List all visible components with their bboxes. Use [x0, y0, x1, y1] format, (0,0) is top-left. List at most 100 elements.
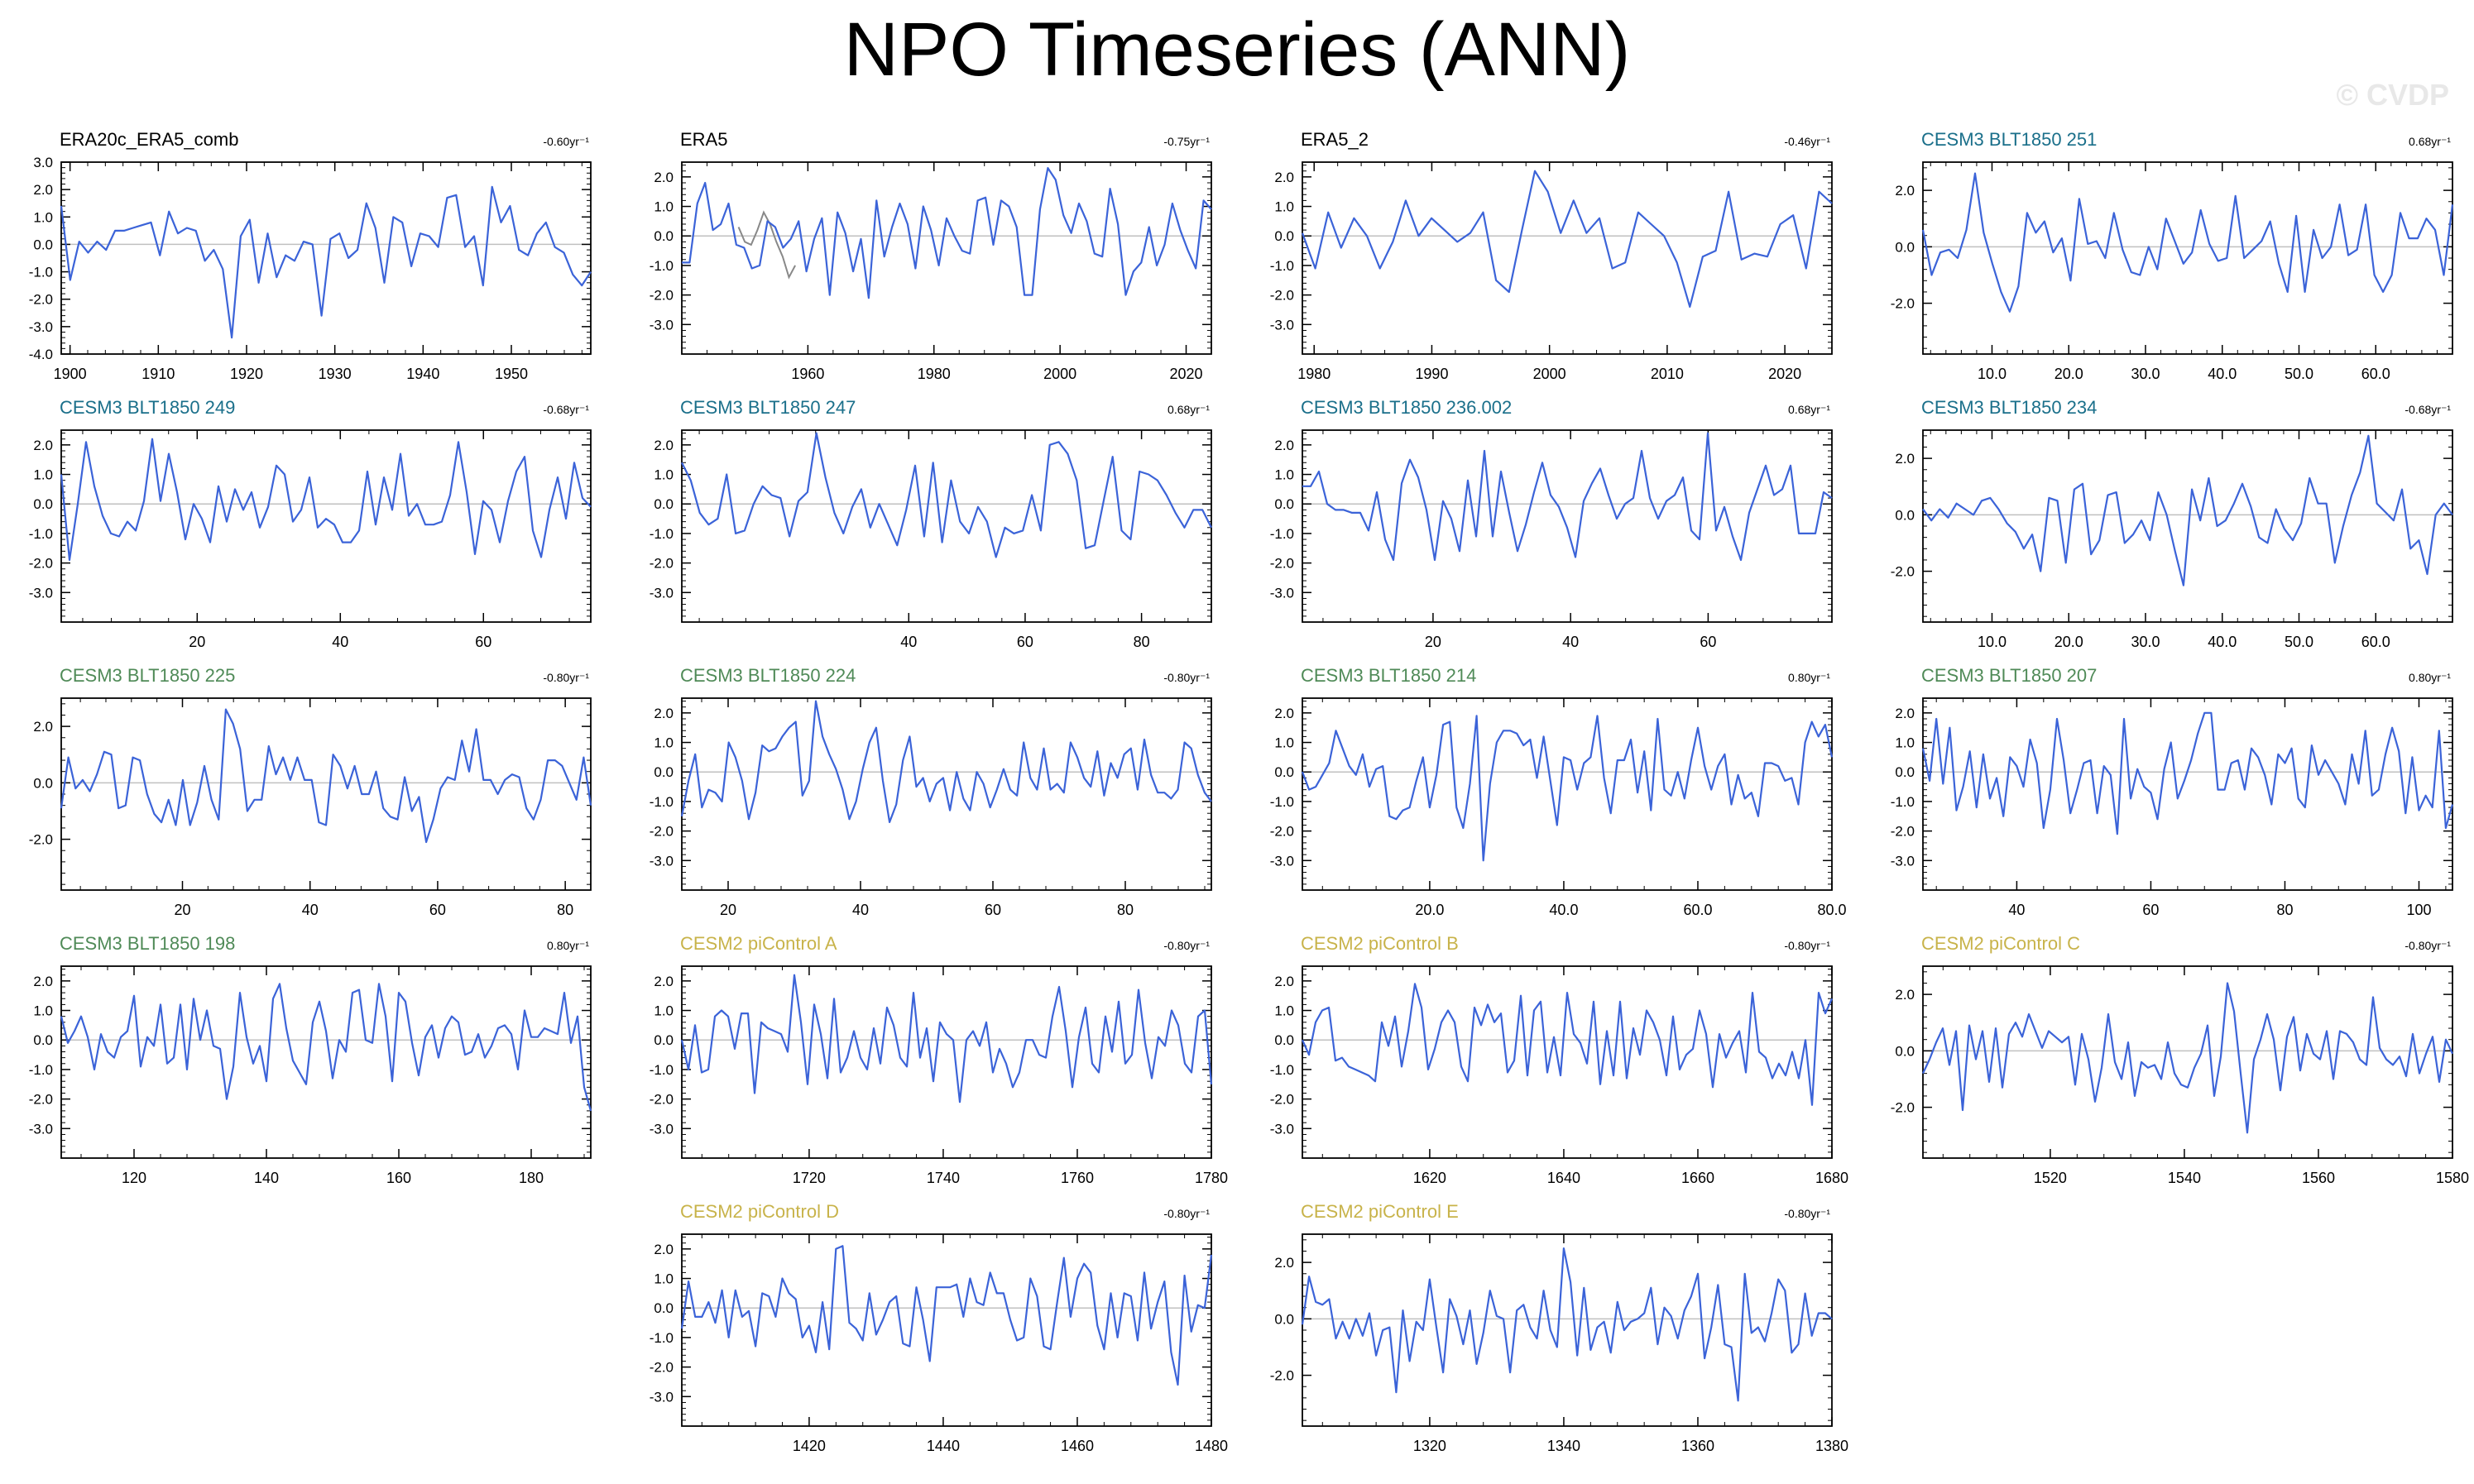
x-tick-label: 80	[2276, 902, 2293, 918]
panel-label: CESM3 BLT1850 225	[60, 665, 235, 686]
x-tick-label: 60.0	[2361, 366, 2390, 382]
x-tick-label: 140	[254, 1170, 279, 1186]
plot-frame	[1922, 429, 2453, 623]
y-tick-label: 1.0	[654, 199, 674, 215]
y-tick-label: -4.0	[29, 347, 53, 362]
series-line	[1301, 170, 1833, 308]
y-tick-label: 2.0	[33, 974, 53, 989]
trend-label: 0.68yr⁻¹	[2409, 135, 2451, 148]
y-tick-label: 2.0	[1895, 183, 1915, 199]
x-tick-label: 1760	[1061, 1170, 1094, 1186]
panel: ERA5 -0.75yr⁻¹ 2.0 1.0 0.0 -1.0 -2.0 -3.0 1960 19…	[650, 129, 1212, 382]
x-tick-label: 1580	[2436, 1170, 2469, 1186]
plot-frame	[681, 697, 1212, 891]
y-tick-label: 2.0	[654, 438, 674, 453]
x-tick-label: 40	[332, 634, 348, 650]
plot-frame	[1922, 697, 2453, 891]
x-tick-label: 1380	[1815, 1438, 1848, 1454]
x-tick-label: 180	[519, 1170, 544, 1186]
plot-frame	[1302, 429, 1833, 623]
y-tick-label: 3.0	[33, 155, 53, 170]
x-tick-label: 40.0	[2208, 366, 2237, 382]
panel: CESM3 BLT1850 207 0.80yr⁻¹ 2.0 1.0 0.0 -1.0 -2…	[1891, 665, 2454, 918]
plot-frame	[1302, 697, 1833, 891]
trend-label: 0.80yr⁻¹	[547, 939, 589, 952]
panel: CESM3 BLT1850 251 0.68yr⁻¹ 2.0 0.0 -2.0 10.0 2…	[1891, 129, 2454, 382]
panel: CESM3 BLT1850 234 -0.68yr⁻¹ 2.0 0.0 -2.0 10.0…	[1891, 397, 2453, 650]
y-tick-label: 2.0	[1895, 987, 1915, 1003]
plot-frame	[1302, 965, 1833, 1159]
x-tick-label: 40.0	[2208, 634, 2237, 650]
x-tick-label: 1980	[1297, 366, 1330, 382]
panel-label: CESM2 piControl E	[1301, 1201, 1459, 1222]
x-tick-label: 1420	[793, 1438, 826, 1454]
y-tick-label: -2.0	[1891, 824, 1915, 840]
x-tick-label: 1440	[927, 1438, 960, 1454]
x-tick-label: 60.0	[1683, 902, 1712, 918]
x-tick-label: 100	[2406, 902, 2431, 918]
x-tick-label: 80	[557, 902, 573, 918]
panel: ERA5_2 -0.46yr⁻¹ 2.0 1.0 0.0 -1.0 -2.0 -3.0 1980…	[1270, 129, 1833, 382]
y-tick-label: 0.0	[1895, 764, 1915, 780]
y-tick-label: 0.0	[1895, 239, 1915, 255]
series-line	[60, 185, 592, 339]
y-tick-label: -2.0	[1891, 1100, 1915, 1116]
y-tick-label: 0.0	[654, 496, 674, 512]
y-tick-label: 1.0	[654, 1271, 674, 1287]
x-tick-label: 1520	[2034, 1170, 2067, 1186]
y-tick-label: -2.0	[29, 292, 53, 308]
y-tick-label: -1.0	[650, 794, 674, 810]
panel-label: CESM2 piControl C	[1921, 933, 2080, 954]
y-tick-label: 2.0	[33, 719, 53, 735]
y-tick-label: 0.0	[33, 496, 53, 512]
y-tick-label: 2.0	[1895, 451, 1915, 467]
y-tick-label: 1.0	[654, 735, 674, 751]
y-tick-label: -1.0	[1270, 794, 1294, 810]
y-tick-label: 0.0	[1274, 228, 1294, 244]
plot-frame	[60, 965, 592, 1159]
x-tick-label: 2020	[1768, 366, 1801, 382]
panel-label: CESM2 piControl B	[1301, 933, 1459, 954]
y-tick-label: -2.0	[1891, 296, 1915, 312]
y-tick-label: -1.0	[1270, 526, 1294, 542]
y-tick-label: 2.0	[33, 182, 53, 198]
panel-label: CESM2 piControl D	[680, 1201, 839, 1222]
series-line	[680, 700, 1212, 824]
x-tick-label: 50.0	[2285, 634, 2313, 650]
x-tick-label: 1340	[1547, 1438, 1580, 1454]
panel-label: ERA20c_ERA5_comb	[60, 129, 238, 150]
trend-label: -0.80yr⁻¹	[543, 671, 589, 684]
x-tick-label: 1960	[791, 366, 824, 382]
panel-label: CESM3 BLT1850 247	[680, 397, 856, 418]
y-tick-label: 2.0	[1274, 1255, 1294, 1271]
x-tick-label: 60	[2142, 902, 2159, 918]
panel-label: ERA5_2	[1301, 129, 1369, 150]
y-tick-label: 1.0	[1274, 467, 1294, 483]
y-tick-label: 2.0	[654, 170, 674, 185]
panel: CESM2 piControl A -0.80yr⁻¹ 2.0 1.0 0.0 -1.0 -…	[650, 933, 1228, 1186]
x-tick-label: 1950	[495, 366, 528, 382]
y-tick-label: 1.0	[1274, 735, 1294, 751]
y-tick-label: 0.0	[33, 237, 53, 252]
x-tick-label: 1540	[2168, 1170, 2201, 1186]
x-tick-label: 20	[1425, 634, 1441, 650]
y-tick-label: -1.0	[650, 526, 674, 542]
y-tick-label: 0.0	[1274, 1032, 1294, 1048]
x-tick-label: 1980	[918, 366, 951, 382]
y-tick-label: -3.0	[29, 585, 53, 601]
panel-label: CESM3 BLT1850 214	[1301, 665, 1476, 686]
y-tick-label: -2.0	[29, 556, 53, 572]
y-tick-label: -2.0	[1270, 824, 1294, 840]
x-tick-label: 1640	[1547, 1170, 1580, 1186]
panel-label: ERA5	[680, 129, 727, 150]
y-tick-label: 0.0	[33, 775, 53, 791]
panel-label: CESM3 BLT1850 249	[60, 397, 235, 418]
x-tick-label: 1990	[1415, 366, 1448, 382]
x-tick-label: 1940	[406, 366, 439, 382]
y-tick-label: -1.0	[650, 258, 674, 274]
trend-label: -0.68yr⁻¹	[2404, 403, 2451, 416]
x-tick-label: 80	[1117, 902, 1134, 918]
x-tick-label: 60	[475, 634, 491, 650]
trend-label: -0.80yr⁻¹	[1163, 939, 1210, 952]
y-tick-label: -1.0	[650, 1062, 674, 1078]
